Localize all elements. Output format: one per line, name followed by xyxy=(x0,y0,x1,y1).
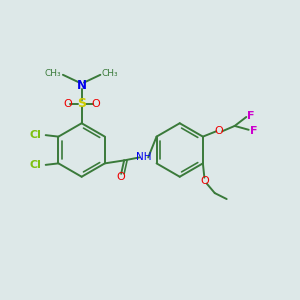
Text: O: O xyxy=(117,172,125,182)
Text: CH₃: CH₃ xyxy=(102,68,118,77)
Text: NH: NH xyxy=(136,152,151,162)
Text: O: O xyxy=(63,99,72,109)
Text: F: F xyxy=(247,110,255,121)
Text: S: S xyxy=(77,98,86,110)
Text: O: O xyxy=(215,126,224,136)
Text: O: O xyxy=(92,99,100,109)
Text: F: F xyxy=(250,126,258,136)
Text: N: N xyxy=(76,79,87,92)
Text: O: O xyxy=(200,176,209,186)
Text: Cl: Cl xyxy=(30,130,41,140)
Text: Cl: Cl xyxy=(30,160,41,170)
Text: CH₃: CH₃ xyxy=(45,68,61,77)
